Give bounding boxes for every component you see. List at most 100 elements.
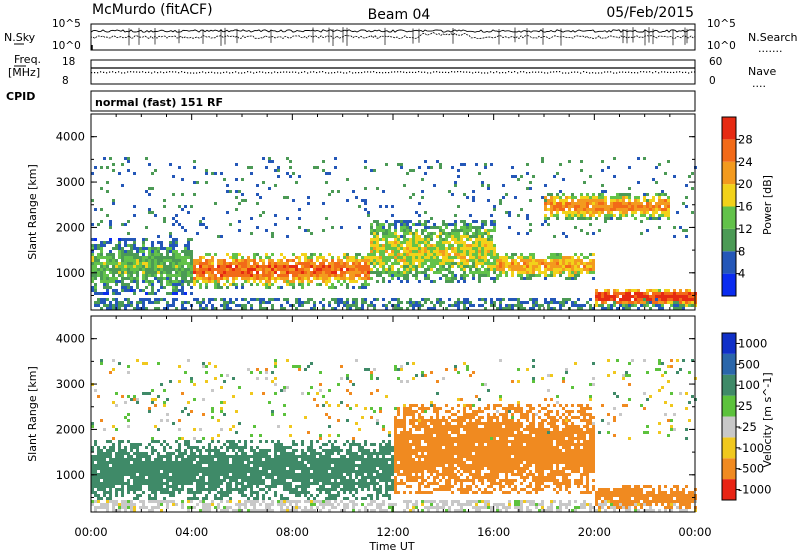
heatmap-cell (184, 247, 187, 250)
heatmap-cell (430, 307, 433, 310)
heatmap-cell (685, 235, 688, 238)
heatmap-cell (649, 208, 652, 211)
heatmap-cell (100, 461, 103, 464)
heatmap-cell (337, 262, 340, 265)
heatmap-cell (502, 184, 505, 187)
heatmap-cell (667, 211, 670, 214)
heatmap-cell (91, 464, 94, 467)
heatmap-cell (304, 485, 307, 488)
heatmap-cell (142, 256, 145, 259)
heatmap-cell (340, 401, 343, 404)
heatmap-cell (655, 292, 658, 295)
heatmap-cell (538, 265, 541, 268)
heatmap-cell (256, 283, 259, 286)
heatmap-cell (475, 226, 478, 229)
heatmap-cell (190, 461, 193, 464)
heatmap-cell (601, 298, 604, 301)
heatmap-cell (193, 398, 196, 401)
heatmap-cell (106, 485, 109, 488)
heatmap-cell (118, 482, 121, 485)
heatmap-cell (619, 292, 622, 295)
heatmap-cell (136, 277, 139, 280)
heatmap-cell (295, 506, 298, 509)
heatmap-cell (247, 271, 250, 274)
heatmap-cell (391, 241, 394, 244)
heatmap-cell (595, 298, 598, 301)
heatmap-cell (148, 479, 151, 482)
heatmap-cell (490, 301, 493, 304)
heatmap-cell (307, 277, 310, 280)
heatmap-cell (103, 286, 106, 289)
heatmap-cell (199, 220, 202, 223)
heatmap-cell (202, 274, 205, 277)
heatmap-cell (631, 301, 634, 304)
heatmap-cell (598, 202, 601, 205)
heatmap-cell (421, 304, 424, 307)
heatmap-cell (658, 208, 661, 211)
heatmap-cell (157, 235, 160, 238)
heatmap-cell (121, 488, 124, 491)
heatmap-cell (97, 488, 100, 491)
heatmap-cell (586, 199, 589, 202)
heatmap-cell (343, 467, 346, 470)
heatmap-cell (199, 265, 202, 268)
heatmap-cell (379, 247, 382, 250)
heatmap-cell (181, 500, 184, 503)
heatmap-cell (535, 274, 538, 277)
heatmap-cell (220, 458, 223, 461)
heatmap-cell (328, 404, 331, 407)
heatmap-cell (223, 283, 226, 286)
heatmap-cell (577, 202, 580, 205)
heatmap-cell (529, 223, 532, 226)
heatmap-cell (244, 298, 247, 301)
heatmap-cell (244, 304, 247, 307)
heatmap-cell (688, 289, 691, 292)
heatmap-cell (484, 250, 487, 253)
nave-dot (295, 71, 297, 73)
heatmap-cell (592, 277, 595, 280)
heatmap-cell (271, 298, 274, 301)
heatmap-cell (121, 470, 124, 473)
heatmap-cell (235, 446, 238, 449)
heatmap-cell (394, 223, 397, 226)
heatmap-cell (244, 455, 247, 458)
heatmap-cell (106, 455, 109, 458)
heatmap-cell (448, 241, 451, 244)
heatmap-cell (454, 301, 457, 304)
nave-dot (112, 71, 114, 73)
heatmap-cell (106, 166, 109, 169)
heatmap-cell (121, 259, 124, 262)
heatmap-cell (361, 259, 364, 262)
heatmap-cell (265, 280, 268, 283)
heatmap-cell (571, 202, 574, 205)
heatmap-cell (226, 494, 229, 497)
heatmap-cell (151, 292, 154, 295)
heatmap-cell (478, 247, 481, 250)
heatmap-cell (562, 259, 565, 262)
heatmap-cell (565, 259, 568, 262)
heatmap-cell (337, 458, 340, 461)
heatmap-cell (208, 455, 211, 458)
heatmap-cell (121, 461, 124, 464)
heatmap-cell (625, 208, 628, 211)
heatmap-cell (451, 229, 454, 232)
heatmap-cell (370, 250, 373, 253)
heatmap-cell (493, 256, 496, 259)
heatmap-cell (415, 229, 418, 232)
nave-dot (571, 71, 573, 73)
heatmap-cell (175, 488, 178, 491)
heatmap-cell (241, 449, 244, 452)
heatmap-cell (109, 256, 112, 259)
heatmap-cell (331, 262, 334, 265)
heatmap-cell (97, 262, 100, 265)
heatmap-cell (256, 458, 259, 461)
heatmap-cell (190, 271, 193, 274)
heatmap-cell (478, 172, 481, 175)
heatmap-cell (628, 199, 631, 202)
heatmap-cell (205, 371, 208, 374)
heatmap-cell (613, 175, 616, 178)
heatmap-cell (631, 202, 634, 205)
heatmap-cell (679, 289, 682, 292)
heatmap-cell (286, 298, 289, 301)
heatmap-cell (91, 467, 94, 470)
